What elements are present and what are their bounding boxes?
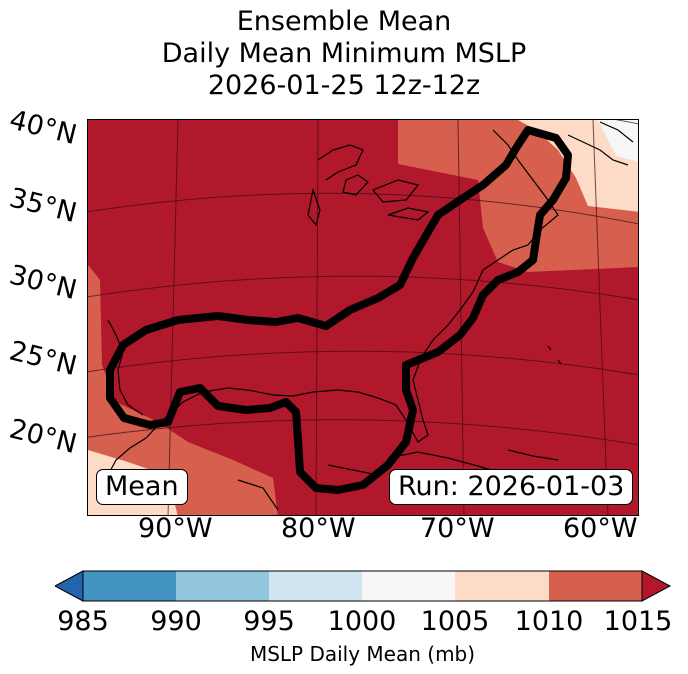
colorbar-label: MSLP Daily Mean (mb)	[249, 642, 476, 666]
lon-label-60w: 60°W	[563, 513, 638, 544]
contour-outline	[106, 126, 572, 494]
mean-box: Mean	[96, 469, 188, 505]
colorbar-extend-low	[55, 570, 84, 602]
mslp-field-1005-ne	[518, 120, 638, 212]
colorbar-tick-985: 985	[57, 606, 109, 637]
map-panel	[87, 119, 639, 516]
colorbar-tick-995: 995	[243, 606, 295, 637]
colorbar-tick-1000: 1000	[327, 606, 397, 637]
colorbar-bin-990-995	[176, 571, 269, 601]
colorbar-bin-1010-1015	[549, 571, 642, 601]
run-box: Run: 2026-01-03	[389, 469, 634, 505]
colorbar-bin-1005-1010	[455, 571, 549, 601]
colorbar-extend-high	[641, 570, 672, 602]
colorbar-tick-1005: 1005	[420, 606, 490, 637]
lon-label-80w: 80°W	[281, 513, 356, 544]
lat-label-35n: 35°N	[6, 182, 80, 230]
lat-label-40n: 40°N	[6, 104, 80, 152]
colorbar-bin-995-1000	[269, 571, 362, 601]
colorbar-tick-1010: 1010	[514, 606, 584, 637]
colorbar-tick-1015: 1015	[603, 606, 673, 637]
colorbar	[55, 570, 672, 602]
title-line-3: 2026-01-25 12z-12z	[207, 70, 481, 101]
mslp-field-1010-sw	[88, 265, 278, 515]
lon-label-70w: 70°W	[420, 513, 495, 544]
mslp-field-1000-ne	[598, 120, 638, 162]
title-line-2: Daily Mean Minimum MSLP	[161, 38, 527, 69]
colorbar-bin-1000-1005	[362, 571, 455, 601]
lon-label-90w: 90°W	[138, 513, 213, 544]
title-line-1: Ensemble Mean	[236, 6, 452, 37]
lat-label-25n: 25°N	[6, 335, 80, 383]
colorbar-tick-990: 990	[150, 606, 202, 637]
map-canvas	[88, 120, 638, 515]
colorbar-bin-985-990	[83, 571, 176, 601]
lat-label-30n: 30°N	[6, 259, 80, 307]
lat-label-20n: 20°N	[6, 413, 80, 461]
